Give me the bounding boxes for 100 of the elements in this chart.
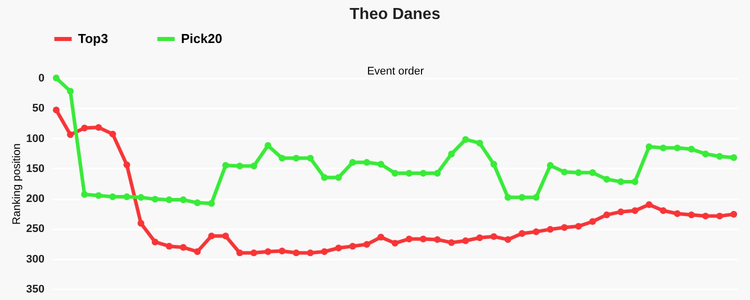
point	[532, 228, 540, 236]
point	[222, 162, 229, 169]
point	[250, 162, 258, 170]
point	[95, 124, 102, 131]
point	[546, 226, 554, 233]
point	[152, 238, 158, 246]
point	[406, 170, 412, 177]
point	[632, 178, 638, 186]
point	[152, 196, 158, 203]
point	[476, 234, 484, 242]
point	[518, 230, 526, 237]
y-axis-title: Ranking position	[11, 143, 24, 225]
point	[532, 194, 540, 201]
point	[278, 248, 286, 254]
point	[166, 196, 173, 204]
point	[123, 193, 130, 200]
point	[278, 154, 286, 162]
point	[208, 232, 215, 240]
point	[490, 160, 498, 168]
point	[575, 222, 582, 230]
point	[321, 174, 328, 181]
point	[448, 150, 455, 158]
legend-label: Top3	[78, 31, 108, 46]
y-tick-label: 250	[26, 223, 44, 236]
point	[138, 220, 144, 227]
point	[420, 170, 427, 177]
point	[264, 248, 272, 255]
point	[702, 212, 709, 220]
point	[138, 194, 144, 201]
point	[603, 212, 610, 218]
point	[306, 154, 314, 162]
point	[52, 74, 60, 82]
point	[561, 224, 568, 231]
point	[236, 162, 244, 170]
legend-label: Pick20	[181, 31, 222, 46]
chart-title: Theo Danes	[350, 6, 440, 23]
point	[434, 170, 441, 177]
point	[646, 143, 652, 150]
point	[378, 234, 384, 240]
point	[518, 194, 526, 201]
x-axis-title: Event order	[367, 66, 424, 78]
point	[349, 242, 356, 250]
point	[123, 161, 130, 168]
point	[292, 154, 300, 162]
point	[109, 130, 116, 138]
point	[688, 146, 695, 152]
point	[392, 170, 398, 177]
point	[52, 106, 60, 114]
point	[321, 248, 328, 255]
y-tick-label: 350	[26, 284, 44, 296]
point	[180, 244, 187, 251]
point	[702, 150, 709, 158]
point	[392, 240, 398, 247]
point	[589, 218, 596, 225]
point	[335, 174, 342, 181]
point	[166, 242, 173, 250]
point	[603, 176, 610, 183]
point	[716, 212, 724, 220]
point	[617, 178, 624, 186]
point	[194, 248, 201, 255]
point	[730, 154, 738, 161]
point	[180, 196, 187, 204]
point	[363, 241, 370, 248]
y-tick-label: 300	[26, 253, 44, 266]
point	[306, 249, 314, 256]
point	[66, 131, 74, 138]
point	[81, 191, 88, 198]
point	[575, 169, 582, 176]
point	[646, 201, 652, 208]
point	[660, 144, 667, 152]
point	[194, 199, 201, 206]
point	[589, 169, 596, 176]
y-tick-label: 200	[26, 193, 44, 206]
point	[660, 207, 667, 214]
point	[688, 212, 695, 218]
point	[730, 210, 738, 218]
y-tick-label: 150	[26, 162, 44, 175]
point	[250, 249, 258, 256]
point	[66, 88, 74, 95]
y-tick-label: 50	[32, 102, 44, 115]
point	[617, 208, 624, 216]
point	[434, 236, 441, 243]
point	[236, 249, 244, 256]
point	[504, 194, 512, 201]
point	[292, 249, 300, 256]
point	[546, 162, 554, 169]
point	[109, 193, 116, 200]
point	[264, 142, 272, 149]
point	[222, 232, 229, 240]
y-tick-label: 100	[26, 132, 44, 145]
point	[490, 233, 498, 240]
y-tick-label: 0	[38, 72, 44, 84]
point	[561, 168, 568, 176]
point	[716, 153, 724, 160]
point	[349, 159, 356, 166]
point	[335, 244, 342, 252]
point	[95, 192, 102, 199]
point	[378, 160, 384, 168]
point	[406, 236, 412, 242]
point	[504, 236, 512, 243]
